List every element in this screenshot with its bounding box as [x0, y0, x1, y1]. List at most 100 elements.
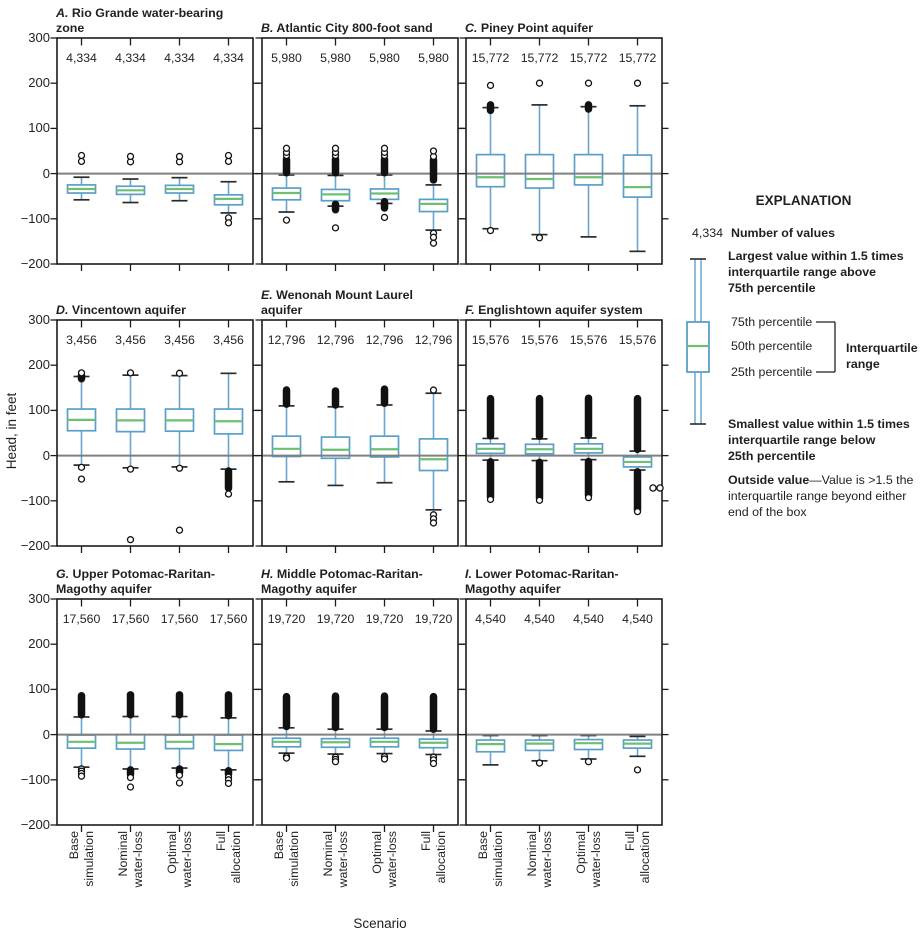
boxplot-panel-d: 3,456 3,456 3,456 3,456 — [50, 319, 260, 553]
outlier-point — [126, 783, 135, 791]
box-base-simulation — [271, 726, 302, 754]
value-count: 4,540 — [573, 612, 604, 626]
value-count: 19,720 — [268, 612, 306, 626]
outlier-point — [282, 144, 291, 152]
y-tick-label: 200 — [28, 75, 50, 91]
value-count: 5,980 — [320, 51, 351, 65]
box-base-simulation — [66, 716, 97, 768]
value-count: 15,576 — [619, 333, 657, 347]
y-tick-label: 300 — [28, 312, 50, 327]
box-nominal-water-loss — [524, 104, 555, 236]
box-nominal-water-loss — [320, 174, 351, 207]
outlier-point — [77, 369, 86, 377]
panel-border — [261, 319, 459, 547]
x-tick-label-full-allocation: Full allocation — [418, 831, 448, 884]
panel-title-d: D. Vincentown aquifer — [56, 303, 186, 317]
outlier-point — [175, 369, 184, 377]
panel-border — [56, 319, 254, 547]
outlier-point — [77, 151, 86, 160]
y-tick-label: 0 — [42, 726, 50, 742]
outlier-point — [224, 779, 233, 788]
boxplot-panel-g: 17,560 17,560 17,560 17,560 — [50, 598, 260, 832]
outlier-point — [282, 216, 291, 224]
outlier-point — [535, 234, 544, 242]
outlier-point — [486, 226, 495, 235]
outlier-point — [584, 758, 593, 766]
legend-smallest-text: Smallest value within 1.5 times interqua… — [728, 417, 910, 463]
value-count: 15,576 — [521, 333, 559, 347]
outlier-point — [380, 755, 389, 763]
y-axis-label: Head, in feet — [4, 392, 19, 470]
box-nominal-water-loss — [115, 178, 146, 204]
outlier-point — [77, 157, 86, 166]
value-count: 12,796 — [317, 333, 355, 347]
outlier-point — [633, 766, 642, 774]
value-count: 4,540 — [622, 612, 653, 626]
box-base-simulation — [475, 106, 506, 230]
box-nominal-water-loss — [115, 715, 146, 770]
value-count: 15,772 — [570, 51, 608, 65]
box-base-simulation — [66, 176, 97, 201]
x-tick-label-base-simulation: Base simulation — [271, 831, 301, 887]
outlier-point — [331, 758, 340, 766]
y-tick-label: 100 — [28, 681, 50, 697]
explanation-legend: EXPLANATION 4,334 Number of values Large… — [646, 188, 921, 568]
value-count: 4,334 — [164, 51, 195, 65]
outlier-point — [535, 496, 544, 504]
y-tick-label: 0 — [42, 447, 50, 463]
boxplot-panel-a: 4,334 4,334 4,334 4,334 — [50, 37, 260, 271]
legend-outside-desc: —Value is >1.5 the interquartile range b… — [728, 473, 914, 519]
box-optimal-water-loss — [164, 176, 195, 202]
outlier-point — [486, 81, 495, 90]
panel-title-h: H. Middle Potomac-Raritan- Magothy aquife… — [261, 567, 423, 596]
outlier-point — [486, 495, 495, 504]
outlier-point — [429, 239, 438, 247]
box-full-allocation — [622, 735, 653, 758]
outlier-point — [126, 152, 135, 161]
value-count: 4,540 — [524, 612, 555, 626]
box-nominal-water-loss — [115, 374, 146, 469]
outlier-point — [633, 507, 642, 516]
outlier-point — [77, 475, 86, 483]
panel-border — [261, 37, 459, 265]
legend-sample-count: 4,334 — [691, 226, 723, 240]
value-count: 15,576 — [570, 333, 608, 347]
outlier-point — [224, 490, 233, 498]
box-full-allocation — [418, 184, 449, 231]
value-count: 3,456 — [164, 333, 195, 347]
box-optimal-water-loss — [573, 734, 604, 760]
outlier-point — [380, 144, 389, 152]
value-count: 15,772 — [619, 51, 657, 65]
value-count: 17,560 — [161, 612, 199, 626]
outlier-point — [126, 773, 135, 782]
box-optimal-water-loss — [164, 374, 195, 468]
outlier-point — [429, 233, 438, 241]
value-count: 15,772 — [521, 51, 559, 65]
box-base-simulation — [475, 437, 506, 461]
value-count: 19,720 — [366, 612, 404, 626]
y-tick-label: −100 — [20, 492, 50, 508]
box-full-allocation — [213, 180, 244, 214]
box-nominal-water-loss — [320, 405, 351, 487]
iqr-bracket — [816, 321, 836, 373]
boxplot-panel-c: 15,772 15,772 15,772 15,772 — [459, 37, 669, 271]
legend-largest-text: Largest value within 1.5 times interquar… — [728, 249, 904, 295]
value-count: 5,980 — [418, 51, 449, 65]
legend-title: EXPLANATION — [755, 193, 852, 208]
y-tick-label: 200 — [28, 357, 50, 373]
outlier-point — [429, 147, 438, 155]
box-base-simulation — [271, 405, 302, 483]
legend-outside-text: Outside value—Value is >1.5 the interqua… — [728, 472, 921, 520]
x-tick-label-base-simulation: Base simulation — [66, 831, 96, 887]
box-nominal-water-loss — [320, 728, 351, 755]
x-tick-label-optimal-water-loss: Optimal water-loss — [369, 831, 399, 888]
y-tick-label: 100 — [28, 402, 50, 418]
box-full-allocation — [622, 104, 653, 253]
boxplot-panel-e: 12,796 12,796 12,796 12,796 — [255, 319, 465, 553]
value-count: 5,980 — [369, 51, 400, 65]
outlier-point — [126, 369, 135, 377]
box-optimal-water-loss — [369, 404, 400, 484]
outlier-point — [584, 493, 593, 502]
value-count: 17,560 — [63, 612, 101, 626]
